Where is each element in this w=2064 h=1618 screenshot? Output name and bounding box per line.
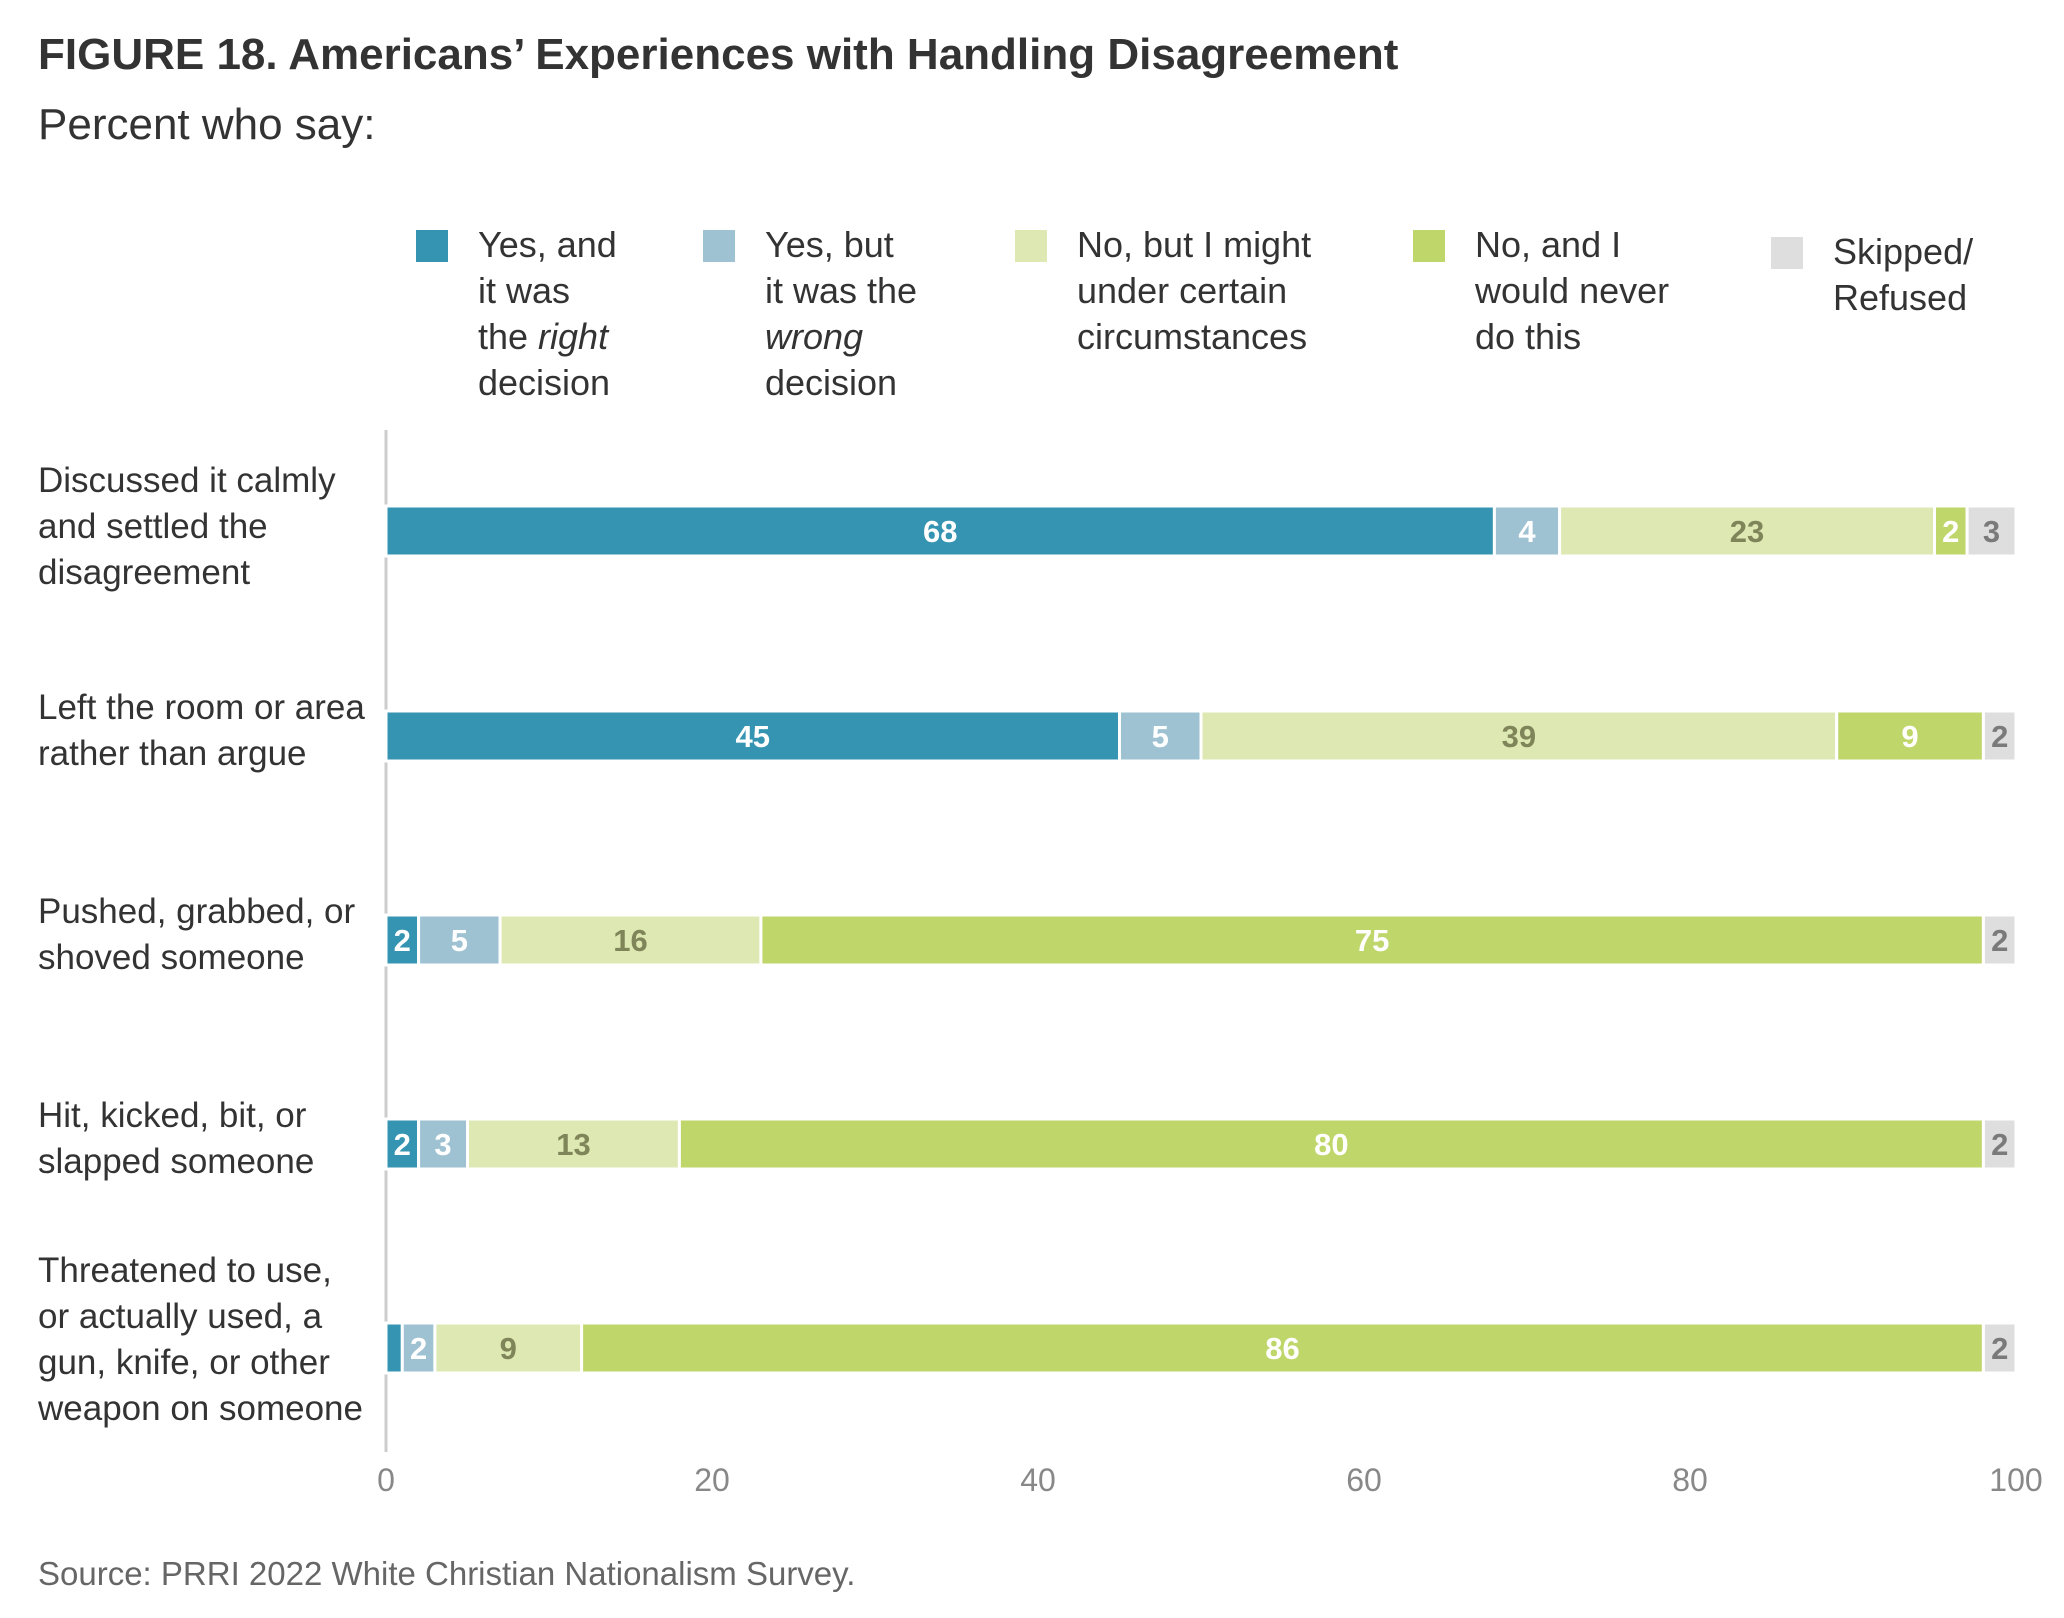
bar-segment: [498, 913, 763, 967]
bar-segment: [1199, 709, 1839, 763]
x-tick-label: 60: [1346, 1462, 1382, 1498]
data-label: 86: [1265, 1331, 1299, 1366]
legend-swatch: [1413, 230, 1445, 262]
legend-swatch: [1771, 237, 1803, 269]
figure-subtitle: Percent who say:: [38, 100, 376, 149]
data-label: 2: [1991, 1127, 2008, 1162]
data-label: 5: [451, 923, 468, 958]
bar-segment: [466, 1117, 681, 1171]
bar-segment: [1981, 1117, 2018, 1171]
bar-segment: [1835, 709, 1985, 763]
bar-segment: [1981, 1321, 2018, 1375]
data-label: 2: [1991, 719, 2008, 754]
legend-swatch: [1015, 230, 1047, 262]
bar-segment: [1981, 913, 2018, 967]
legend-label: Yes, and it was the right decision: [478, 224, 617, 403]
x-tick-label: 0: [377, 1462, 395, 1498]
x-tick-label: 20: [694, 1462, 730, 1498]
data-label: 9: [500, 1331, 517, 1366]
category-label: Left the room or area rather than argue: [38, 688, 365, 773]
data-label: 2: [394, 1127, 411, 1162]
bar-segment: [384, 913, 421, 967]
bar-segment: [1558, 504, 1936, 558]
bar-segment: [433, 1321, 584, 1375]
legend-label: Yes, but it was the wrong decision: [765, 224, 918, 403]
data-label: 2: [394, 923, 411, 958]
category-label: Pushed, grabbed, or shoved someone: [38, 892, 356, 977]
data-label: 16: [613, 923, 647, 958]
bar-segment: [1965, 504, 2018, 558]
bar-segment: [384, 504, 1496, 558]
x-tick-label: 80: [1672, 1462, 1708, 1498]
data-label: 4: [1518, 514, 1536, 549]
data-label: 9: [1901, 719, 1918, 754]
source-note: Source: PRRI 2022 White Christian Nation…: [38, 1555, 856, 1592]
legend-swatch: [416, 230, 448, 262]
legend-swatch: [703, 230, 735, 262]
data-label: 2: [1942, 514, 1959, 549]
figure-title: FIGURE 18. Americans’ Experiences with H…: [38, 30, 1399, 79]
data-label: 13: [556, 1127, 590, 1162]
category-label: Hit, kicked, bit, or slapped someone: [38, 1096, 315, 1181]
bar-segment: [384, 1321, 404, 1375]
data-label: 2: [1991, 1331, 2008, 1366]
x-tick-label: 100: [1989, 1462, 2042, 1498]
bar-segment: [1981, 709, 2018, 763]
data-label: 68: [923, 514, 957, 549]
data-label: 80: [1314, 1127, 1348, 1162]
data-label: 5: [1152, 719, 1169, 754]
bar-segment: [759, 913, 1985, 967]
bar-segment: [580, 1321, 1985, 1375]
x-tick-label: 40: [1020, 1462, 1056, 1498]
data-label: 75: [1355, 923, 1389, 958]
bar-segment: [677, 1117, 1985, 1171]
data-label: 2: [410, 1331, 427, 1366]
data-label: 3: [1983, 514, 2000, 549]
data-label: 3: [434, 1127, 451, 1162]
legend-label: No, but I might under certain circumstance…: [1077, 224, 1312, 357]
category-label: Threatened to use, or actually used, a gun…: [38, 1251, 363, 1428]
stacked-bar-chart: 68 4 23 2 345 5 39 9 22 5 16 75 22 3 13 80 22 9 86 20 20 40 60…: [377, 430, 2043, 1498]
data-label: 39: [1502, 719, 1536, 754]
data-label: 23: [1730, 514, 1764, 549]
bar-segment: [1492, 504, 1562, 558]
bar-segment: [417, 1117, 470, 1171]
legend-label: Skipped/Refused: [1833, 231, 1974, 318]
bar-segment: [384, 709, 1121, 763]
bar-segment: [1118, 709, 1203, 763]
data-label: 45: [736, 719, 770, 754]
data-label: 2: [1991, 923, 2008, 958]
category-label: Discussed it calmly and settled the disagr…: [38, 461, 336, 592]
